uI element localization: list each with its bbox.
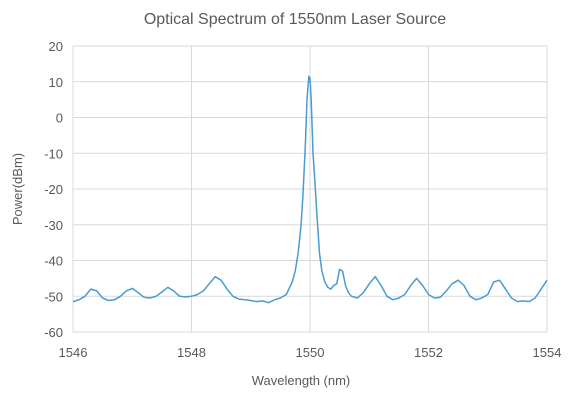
y-tick-label: -40: [44, 254, 63, 269]
x-tick-label: 1550: [296, 345, 325, 360]
x-tick-label: 1546: [59, 345, 88, 360]
y-tick-label: -10: [44, 146, 63, 161]
x-tick-label: 1554: [533, 345, 562, 360]
x-axis-label: Wavelength (nm): [252, 373, 351, 388]
y-axis-label: Power(dBm): [10, 153, 25, 225]
y-tick-label: 20: [49, 39, 63, 54]
y-tick-label: 10: [49, 75, 63, 90]
y-tick-label: -30: [44, 218, 63, 233]
x-tick-label: 1548: [177, 345, 206, 360]
y-tick-label: -20: [44, 182, 63, 197]
y-tick-label: -60: [44, 325, 63, 340]
y-tick-label: 0: [56, 111, 63, 126]
y-axis-ticks: 20 10 0 -10 -20 -30 -40 -50 -60: [44, 39, 63, 340]
chart-title: Optical Spectrum of 1550nm Laser Source: [144, 11, 446, 28]
grid: [72, 45, 548, 333]
x-tick-label: 1552: [414, 345, 443, 360]
y-tick-label: -50: [44, 289, 63, 304]
spectrum-series-line: [72, 75, 548, 304]
x-axis-ticks: 1546 1548 1550 1552 1554: [59, 345, 562, 360]
